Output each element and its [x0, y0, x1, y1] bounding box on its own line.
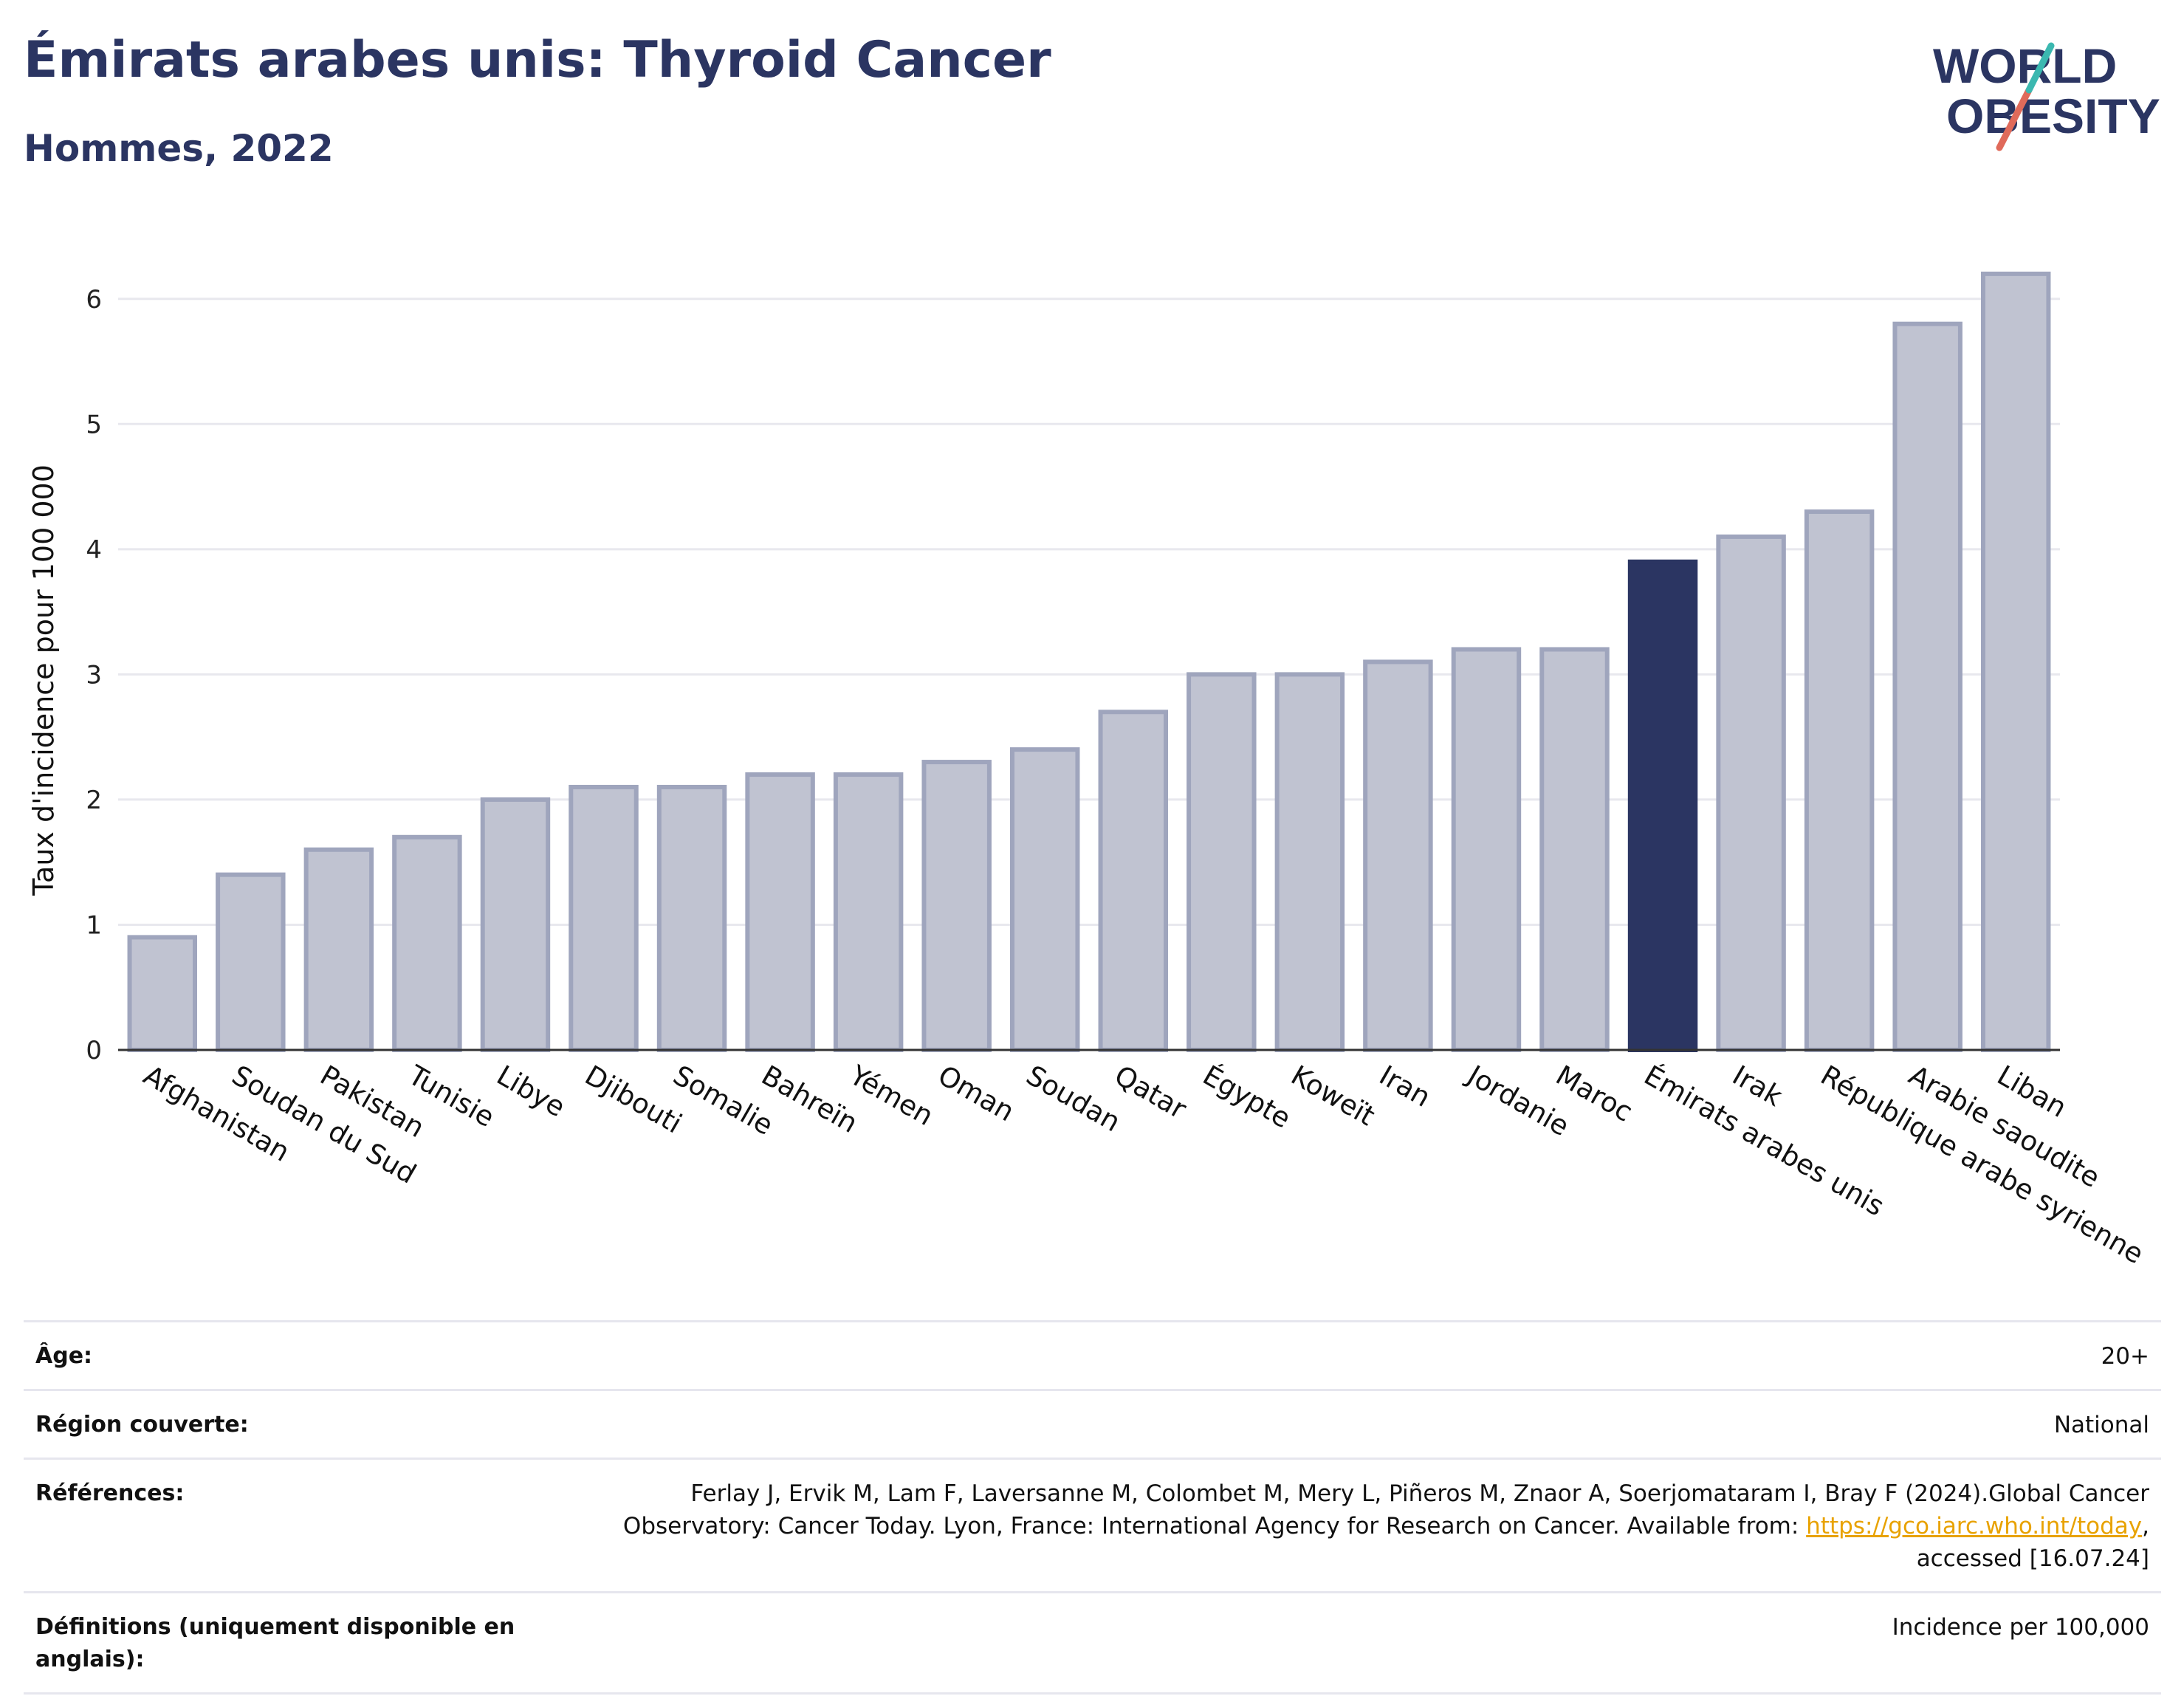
meta-ref-label: Références:: [35, 1480, 185, 1506]
logo-slash-red: [1996, 86, 2033, 151]
bar-16[interactable]: [1539, 647, 1610, 1052]
bar-13[interactable]: [1274, 672, 1345, 1053]
meta-row-definitions: Définitions (uniquement disponible en an…: [24, 1591, 2161, 1695]
bar-7[interactable]: [745, 772, 815, 1052]
bar-20[interactable]: [1892, 321, 1962, 1052]
x-tick-label: Irak: [1727, 1060, 1788, 1113]
bar-1[interactable]: [216, 872, 286, 1052]
page-title: Émirats arabes unis: Thyroid Cancer: [24, 31, 1051, 89]
meta-ref-value: Ferlay J, Ervik M, Lam F, Laversanne M, …: [540, 1477, 2149, 1575]
x-tick-label: Égypte: [1198, 1059, 1297, 1135]
world-obesity-logo: WORLD OBESITY: [1933, 38, 2160, 151]
bars: [127, 271, 2051, 1053]
ref-link[interactable]: https://gco.iarc.who.int/today: [1806, 1513, 2143, 1539]
x-tick-label: Bahreïn: [756, 1060, 863, 1139]
logo-line2: OBESITY: [1946, 89, 2160, 143]
logo-line1: WORLD: [1933, 38, 2117, 93]
logo-slash-teal: [2025, 42, 2055, 94]
y-tick-label: 0: [86, 1036, 102, 1065]
ref-text: Ferlay J, Ervik M, Lam F, Laversanne M, …: [622, 1480, 2149, 1539]
y-tick-label: 5: [86, 410, 102, 439]
bar-11[interactable]: [1098, 710, 1169, 1052]
meta-def-label: Définitions (uniquement disponible en an…: [35, 1614, 515, 1672]
bar-9[interactable]: [921, 760, 992, 1052]
bar-17[interactable]: [1627, 559, 1698, 1052]
x-tick-label: Libye: [491, 1060, 570, 1124]
x-tick-label: Soudan: [1021, 1060, 1126, 1139]
bar-3[interactable]: [392, 834, 462, 1053]
meta-region-value: National: [2053, 1412, 2149, 1438]
bar-19[interactable]: [1804, 509, 1875, 1052]
bar-0[interactable]: [127, 935, 198, 1053]
bar-5[interactable]: [569, 784, 639, 1052]
y-tick-label: 3: [86, 660, 102, 690]
y-tick-label: 4: [86, 535, 102, 565]
x-tick-label: Koweït: [1285, 1060, 1380, 1133]
page-subtitle: Hommes, 2022: [24, 127, 334, 170]
bar-8[interactable]: [833, 772, 904, 1052]
bar-14[interactable]: [1363, 659, 1433, 1052]
y-tick-label: 1: [86, 910, 102, 940]
meta-age-value: 20+: [2101, 1343, 2149, 1370]
x-tick-label: Djibouti: [580, 1060, 687, 1140]
y-axis-label: Taux d'incidence pour 100 000: [27, 464, 60, 896]
x-tick-label: Iran: [1374, 1060, 1436, 1113]
ref-text-after: , accessed [16.07.24]: [1916, 1513, 2149, 1572]
bar-10[interactable]: [1009, 747, 1080, 1052]
y-tick-label: 2: [86, 786, 102, 815]
y-axis-ticks: 0 1 2 3 4 5 6: [86, 285, 102, 1065]
y-tick-label: 6: [86, 285, 102, 315]
meta-region-label: Région couverte:: [35, 1412, 249, 1438]
meta-age-label: Âge:: [35, 1343, 93, 1369]
meta-def-value: Incidence per 100,000: [1892, 1614, 2149, 1641]
bar-2[interactable]: [303, 847, 374, 1052]
bar-18[interactable]: [1716, 534, 1786, 1052]
meta-row-references: Références: Ferlay J, Ervik M, Lam F, La…: [24, 1458, 2161, 1591]
meta-row-age: Âge: 20+: [24, 1320, 2161, 1389]
x-tick-label: Jordanie: [1461, 1059, 1575, 1143]
x-tick-label: Somalie: [668, 1060, 779, 1141]
x-tick-label: Oman: [933, 1060, 1020, 1128]
bar-21[interactable]: [1980, 271, 2051, 1052]
bar-15[interactable]: [1451, 647, 1522, 1052]
bar-6[interactable]: [656, 784, 727, 1052]
x-tick-label: Yémen: [844, 1059, 939, 1132]
meta-row-region: Région couverte: National: [24, 1389, 2161, 1458]
bar-12[interactable]: [1187, 672, 1257, 1053]
bar-4[interactable]: [480, 797, 551, 1053]
metadata-table: Âge: 20+ Région couverte: National Référ…: [24, 1320, 2161, 1695]
